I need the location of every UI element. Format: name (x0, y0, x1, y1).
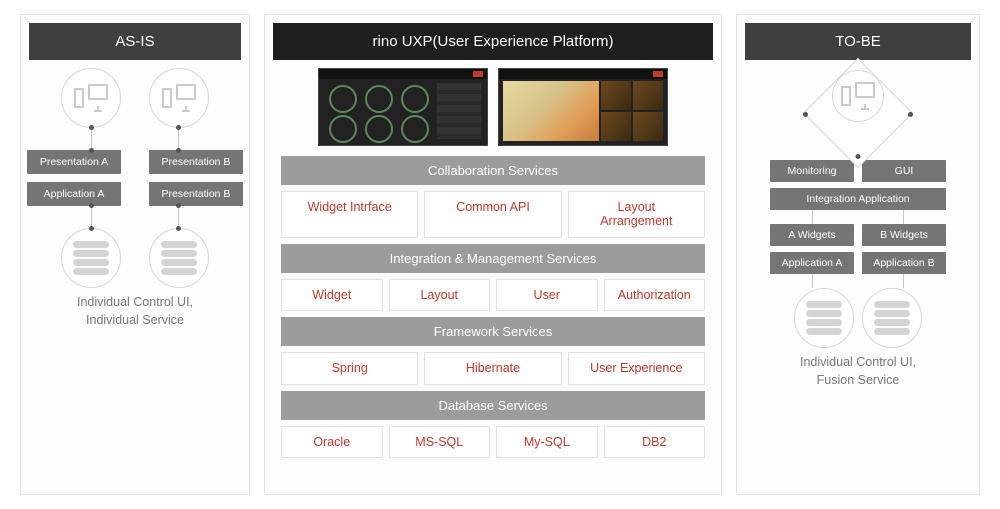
desktop-icon (841, 82, 875, 110)
node-dot (856, 154, 861, 159)
desktop-icon (74, 84, 108, 112)
desktop-icon (162, 84, 196, 112)
framework-head: Framework Services (281, 317, 705, 346)
screenshot-dashboard (318, 68, 488, 146)
tobe-body: Monitoring GUI Integration Application A… (745, 68, 971, 486)
chip-application-b: Application B (862, 252, 946, 274)
uxp-title: rino UXP(User Experience Platform) (273, 23, 713, 60)
cell-spring: Spring (281, 352, 418, 384)
asis-caption: Individual Control UI, Individual Servic… (77, 294, 193, 329)
chip-application-b: Presentation B (149, 182, 243, 206)
cell-hibernate: Hibernate (424, 352, 561, 384)
chip-presentation-a: Presentation A (27, 150, 121, 174)
uxp-body: Collaboration Services Widget Intrface C… (273, 68, 713, 486)
integ-head: Integration & Management Services (281, 244, 705, 273)
diagram-root: AS-IS Presentation A Application A Prese… (0, 0, 1000, 509)
cell-mysql: My-SQL (496, 426, 598, 458)
chip-application-a: Application A (27, 182, 121, 206)
db-node-a (61, 228, 121, 288)
screenshot-map (498, 68, 668, 146)
chip-presentation-b: Presentation B (149, 150, 243, 174)
chip-integration-app: Integration Application (770, 188, 946, 210)
asis-body: Presentation A Application A Presentatio… (29, 68, 241, 486)
chip-b-widgets: B Widgets (862, 224, 946, 246)
tobe-caption: Individual Control UI, Fusion Service (800, 354, 916, 389)
asis-pc-row (61, 68, 209, 128)
cell-user-experience: User Experience (568, 352, 705, 384)
connector-bottom (812, 274, 904, 288)
database-icon (161, 241, 197, 275)
pc-node-center (832, 70, 884, 122)
asis-db-row (61, 228, 209, 288)
database-icon (806, 301, 842, 335)
cell-db2: DB2 (604, 426, 706, 458)
tobe-panel: TO-BE Monitoring GUI Integration Applica… (736, 14, 980, 495)
db-node-a (794, 288, 854, 348)
cell-widget-interface: Widget Intrface (281, 191, 418, 238)
cell-layout-arrangement: LayoutArrangement (568, 191, 705, 238)
db-node-b (862, 288, 922, 348)
cell-widget: Widget (281, 279, 383, 311)
cell-oracle: Oracle (281, 426, 383, 458)
tobe-top-diagram (773, 68, 943, 186)
integ-row: Widget Layout User Authorization (281, 279, 705, 311)
asis-panel: AS-IS Presentation A Application A Prese… (20, 14, 250, 495)
uxp-panel: rino UXP(User Experience Platform) Colla… (264, 14, 722, 495)
cell-common-api: Common API (424, 191, 561, 238)
connector-top (91, 128, 179, 150)
framework-row: Spring Hibernate User Experience (281, 352, 705, 384)
database-icon (874, 301, 910, 335)
db-head: Database Services (281, 391, 705, 420)
tobe-row-3: Application A Application B (770, 252, 946, 274)
asis-chip-row: Presentation A Application A Presentatio… (27, 150, 243, 206)
chip-a-widgets: A Widgets (770, 224, 854, 246)
cell-user: User (496, 279, 598, 311)
tobe-db-row (794, 288, 922, 348)
db-row: Oracle MS-SQL My-SQL DB2 (281, 426, 705, 458)
node-dot (908, 112, 913, 117)
node-dot (803, 112, 808, 117)
cell-authorization: Authorization (604, 279, 706, 311)
connector-mid (812, 210, 904, 224)
connector-bottom (91, 206, 179, 228)
db-node-b (149, 228, 209, 288)
database-icon (73, 241, 109, 275)
chip-application-a: Application A (770, 252, 854, 274)
tobe-row-2: A Widgets B Widgets (770, 224, 946, 246)
pc-node-b (149, 68, 209, 128)
pc-node-a (61, 68, 121, 128)
tobe-title: TO-BE (745, 23, 971, 60)
collab-head: Collaboration Services (281, 156, 705, 185)
asis-title: AS-IS (29, 23, 241, 60)
cell-mssql: MS-SQL (389, 426, 491, 458)
cell-layout: Layout (389, 279, 491, 311)
collab-row: Widget Intrface Common API LayoutArrange… (281, 191, 705, 238)
screenshot-row (281, 68, 705, 146)
